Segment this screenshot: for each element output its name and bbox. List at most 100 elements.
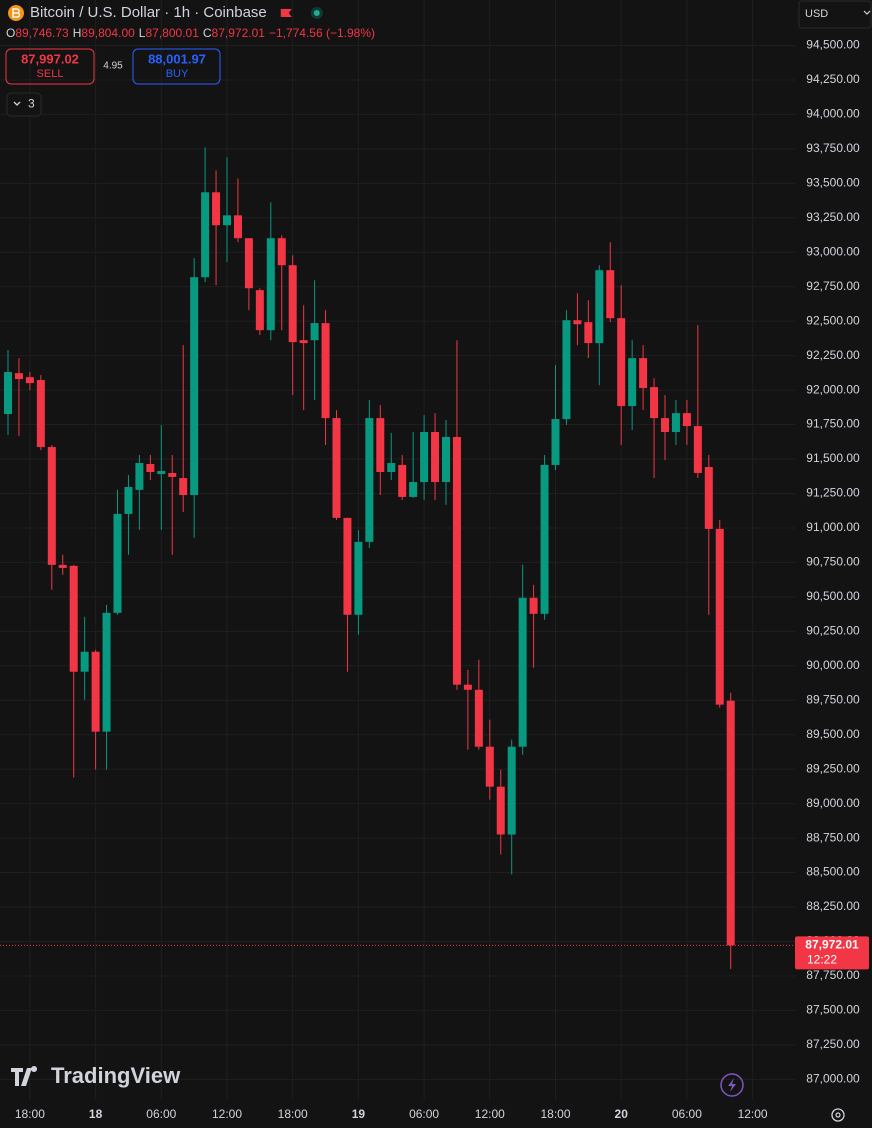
- candle-body: [58, 564, 67, 568]
- candle-body: [661, 418, 669, 433]
- indicators-toggle[interactable]: [6, 92, 42, 117]
- candle-body: [606, 270, 615, 319]
- candle-body: [146, 463, 155, 472]
- candle-body: [157, 471, 166, 475]
- logo-icon: [11, 1066, 38, 1086]
- y-tick-label: 87,750.00: [806, 968, 860, 982]
- y-tick-label: 93,250.00: [806, 210, 860, 224]
- price-tag: [795, 936, 869, 970]
- y-tick-label: 92,750.00: [806, 279, 860, 293]
- buy-price: 88,001.97: [148, 51, 206, 66]
- sell-button[interactable]: [5, 48, 95, 85]
- settings-dot: [835, 1112, 841, 1118]
- currency-select[interactable]: [798, 0, 872, 29]
- candle-body: [376, 418, 385, 472]
- y-tick-label: 90,500.00: [806, 589, 860, 603]
- candle-body: [474, 689, 483, 747]
- countdown: 12:22: [807, 953, 837, 967]
- candle-body: [704, 467, 713, 529]
- candle-body: [69, 565, 78, 672]
- y-tick-label: 93,750.00: [806, 141, 860, 155]
- x-tick-label: 20: [615, 1107, 629, 1121]
- candle-body: [715, 528, 724, 705]
- candle-body: [726, 700, 735, 946]
- x-tick-label: 06:00: [409, 1107, 439, 1121]
- y-tick-label: 88,500.00: [806, 865, 860, 879]
- candle-body: [442, 436, 450, 483]
- ohlc-key: L: [139, 26, 146, 40]
- candle-body: [693, 426, 702, 473]
- candle-body: [573, 320, 582, 325]
- candle-body: [420, 432, 429, 483]
- y-tick-label: 91,750.00: [806, 417, 860, 431]
- candle-body: [102, 612, 111, 732]
- y-tick-label: 87,500.00: [806, 1003, 860, 1017]
- candle-body: [288, 265, 297, 343]
- y-tick-label: 92,000.00: [806, 382, 860, 396]
- y-tick-label: 87,000.00: [806, 1071, 860, 1085]
- candle-body: [244, 238, 253, 289]
- candle-body: [485, 746, 494, 787]
- x-tick-label: 12:00: [475, 1107, 505, 1121]
- assistant-button[interactable]: [720, 1073, 744, 1097]
- chevron: [863, 10, 871, 15]
- y-tick-label: 93,500.00: [806, 176, 860, 190]
- candle-body: [639, 358, 648, 389]
- candle-body: [223, 215, 231, 226]
- candle-body: [80, 651, 89, 672]
- y-tick-label: 87,250.00: [806, 1037, 860, 1051]
- candle-body: [387, 463, 396, 472]
- y-tick-label: 92,250.00: [806, 348, 860, 362]
- y-tick-label: 88,250.00: [806, 899, 860, 913]
- candle-body: [671, 413, 680, 433]
- candle-body: [409, 482, 418, 497]
- candle-body: [190, 277, 199, 495]
- candle-body: [25, 377, 34, 384]
- settings-button[interactable]: [831, 1108, 845, 1122]
- y-tick-label: 90,250.00: [806, 624, 860, 638]
- logo-text: TradingView: [51, 1063, 181, 1088]
- ohlc-value: 89,746.73: [15, 26, 69, 40]
- y-tick-label: 90,750.00: [806, 555, 860, 569]
- ohlc-value: 87,972.01: [212, 26, 266, 40]
- candle-body: [91, 651, 100, 732]
- buy-label: BUY: [166, 68, 189, 80]
- buy-button[interactable]: [132, 48, 221, 85]
- candle-body: [365, 418, 374, 542]
- candle-body: [179, 478, 188, 495]
- candle-body: [201, 192, 210, 278]
- candle-body: [310, 323, 319, 341]
- x-tick-label: 06:00: [146, 1107, 176, 1121]
- candle-body: [277, 238, 286, 266]
- candle-body: [452, 436, 461, 685]
- y-tick-label: 94,500.00: [806, 38, 860, 52]
- candle-body: [431, 432, 440, 483]
- x-tick-label: 12:00: [212, 1107, 242, 1121]
- overlay: Bitcoin / U.S. Dollar · 1h · Coinbase 87…: [5, 0, 872, 1122]
- candles: [0, 147, 795, 970]
- x-tick-label: 12:00: [738, 1107, 768, 1121]
- candle-body: [584, 322, 593, 344]
- candle-body: [124, 487, 133, 514]
- y-tick-label: 91,500.00: [806, 451, 860, 465]
- ohlc-key: O: [6, 26, 15, 40]
- spread: 4.95: [103, 61, 123, 72]
- candle-body: [332, 418, 341, 518]
- y-tick-label: 90,000.00: [806, 658, 860, 672]
- flag-icon[interactable]: [280, 9, 292, 20]
- candle-body: [168, 472, 177, 477]
- x-tick-label: 18:00: [540, 1107, 570, 1121]
- candle-body: [135, 463, 144, 490]
- candle-body: [47, 447, 56, 565]
- candle-body: [266, 238, 275, 331]
- x-tick-label: 18:00: [278, 1107, 308, 1121]
- candle-body: [14, 373, 23, 380]
- y-tick-label: 88,750.00: [806, 830, 860, 844]
- candle-body: [496, 786, 505, 835]
- candle-body: [398, 464, 407, 497]
- y-tick-label: 91,250.00: [806, 486, 860, 500]
- x-tick-label: 06:00: [672, 1107, 702, 1121]
- x-tick-label: 18: [89, 1107, 103, 1121]
- price-tag-value: 87,972.01: [805, 938, 859, 952]
